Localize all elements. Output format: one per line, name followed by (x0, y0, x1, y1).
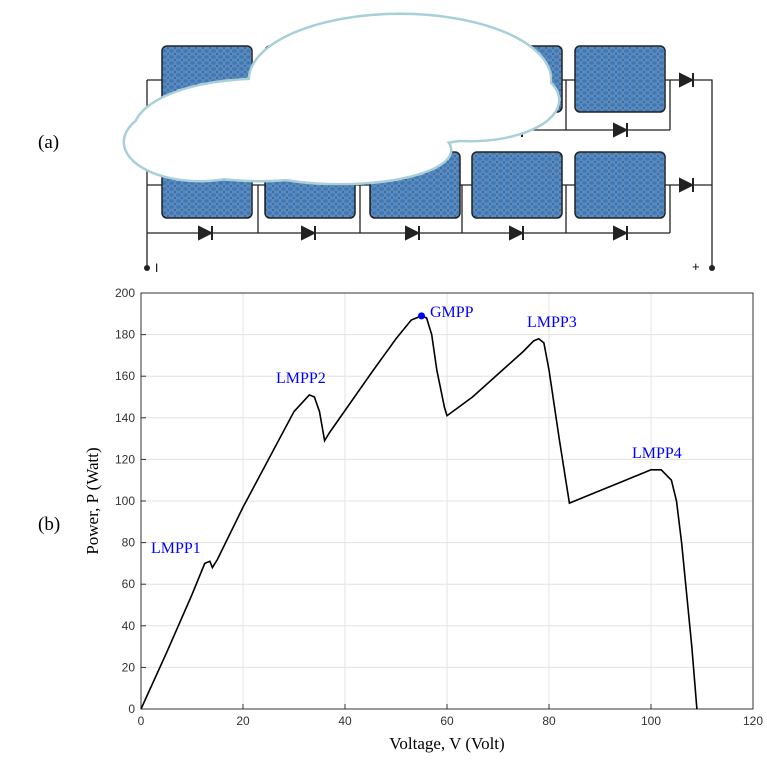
y-tick-label: 160 (115, 369, 135, 383)
y-tick-label: 80 (122, 536, 136, 550)
y-tick-label: 0 (128, 702, 135, 716)
x-tick-label: 0 (138, 714, 145, 728)
y-tick-label: 180 (115, 328, 135, 342)
annotation: GMPP (430, 304, 474, 321)
power-curve (140, 315, 698, 710)
pv-diagram: I + (122, 12, 715, 275)
y-tick-label: 20 (122, 660, 136, 674)
plot-frame (140, 292, 754, 710)
x-tick-label: 40 (338, 714, 352, 728)
x-tick-label: 20 (236, 714, 250, 728)
y-tick-label: 140 (115, 411, 135, 425)
y-tick-label: 60 (122, 577, 136, 591)
y-tick-label: 100 (115, 494, 135, 508)
y-tick-label: 40 (122, 619, 136, 633)
terminal (709, 265, 715, 271)
x-axis-label: Voltage, V (Volt) (389, 734, 504, 753)
terminal-label: I (155, 261, 158, 275)
plot: 0 20 40 60 80 100 120 0 20 40 60 80 100 120 140 160 180 2… (83, 286, 763, 753)
panel-label: (a) (38, 132, 59, 153)
annotation: LMPP2 (276, 370, 326, 387)
y-tick-label: 120 (115, 452, 135, 466)
panel-label: (b) (38, 514, 60, 535)
x-tick-label: 60 (440, 714, 454, 728)
terminal-label: + (692, 259, 700, 274)
annotation: LMPP1 (151, 540, 201, 557)
y-tick-label: 200 (115, 286, 135, 300)
gmpp-marker (418, 312, 425, 320)
x-tick-label: 80 (542, 714, 556, 728)
cloud (122, 12, 561, 186)
y-axis-label: Power, P (Watt) (83, 447, 102, 554)
x-tick-label: 100 (641, 714, 661, 728)
terminal (144, 265, 150, 271)
annotation: LMPP4 (632, 445, 682, 462)
x-tick-label: 120 (743, 714, 763, 728)
annotation: LMPP3 (527, 314, 577, 331)
